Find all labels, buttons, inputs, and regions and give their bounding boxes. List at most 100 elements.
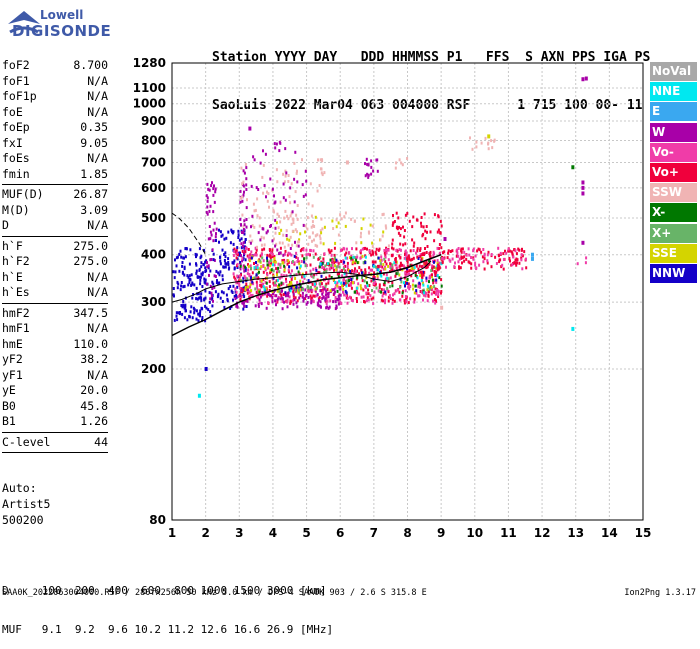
echo-point bbox=[438, 243, 441, 246]
echo-point bbox=[272, 263, 274, 267]
echo-point bbox=[275, 303, 277, 307]
echo-point bbox=[238, 253, 241, 257]
echo-point bbox=[399, 298, 402, 302]
echo-point bbox=[275, 142, 278, 146]
echo-point bbox=[212, 258, 215, 262]
echo-point bbox=[391, 223, 394, 227]
echo-point bbox=[344, 264, 347, 268]
echo-point bbox=[235, 290, 238, 294]
echo-point bbox=[521, 247, 523, 251]
echo-point bbox=[505, 251, 508, 255]
echo-point bbox=[286, 305, 289, 309]
echo-point bbox=[440, 262, 443, 266]
echo-point bbox=[271, 290, 274, 293]
echo-point bbox=[458, 265, 460, 269]
echo-point bbox=[204, 304, 207, 308]
echo-point bbox=[218, 240, 220, 244]
echo-point bbox=[581, 240, 585, 245]
echo-point bbox=[342, 290, 344, 294]
echo-point bbox=[191, 296, 194, 300]
echo-point bbox=[188, 314, 191, 318]
echo-point bbox=[437, 293, 440, 296]
echo-point bbox=[498, 260, 501, 264]
echo-point bbox=[272, 276, 275, 280]
echo-point bbox=[230, 289, 233, 293]
echo-point bbox=[530, 252, 534, 257]
echo-point bbox=[275, 221, 278, 225]
echo-point bbox=[371, 245, 374, 248]
echo-point bbox=[397, 231, 400, 235]
echo-point bbox=[406, 260, 409, 264]
echo-point bbox=[269, 268, 272, 272]
echo-point bbox=[431, 273, 433, 277]
echo-point bbox=[311, 239, 313, 243]
echo-point bbox=[314, 282, 316, 286]
echo-point bbox=[310, 299, 313, 303]
echo-point bbox=[403, 256, 406, 260]
echo-point bbox=[346, 265, 349, 268]
echo-point bbox=[308, 235, 311, 239]
echo-point bbox=[502, 258, 505, 261]
echo-point bbox=[208, 273, 210, 277]
echo-point bbox=[289, 282, 292, 286]
echo-point bbox=[271, 253, 274, 256]
echo-point bbox=[385, 251, 388, 255]
echo-point bbox=[417, 285, 420, 289]
echo-point bbox=[309, 294, 312, 298]
echo-point bbox=[378, 290, 381, 294]
echo-point bbox=[188, 262, 191, 266]
echo-point bbox=[381, 213, 384, 217]
echo-point bbox=[325, 276, 328, 280]
echo-point bbox=[269, 259, 272, 263]
echo-point bbox=[434, 301, 437, 305]
echo-point bbox=[239, 261, 242, 264]
echo-point bbox=[326, 288, 329, 292]
echo-point bbox=[174, 258, 176, 262]
echo-point bbox=[200, 298, 203, 302]
echo-point bbox=[437, 263, 440, 267]
echo-point bbox=[282, 172, 285, 176]
echo-point bbox=[338, 300, 341, 304]
echo-point bbox=[302, 248, 305, 252]
echo-point bbox=[339, 293, 342, 297]
echo-point bbox=[232, 298, 234, 302]
echo-point bbox=[364, 261, 367, 265]
echo-point bbox=[239, 264, 242, 268]
echo-point bbox=[276, 269, 279, 273]
echo-point bbox=[322, 290, 325, 294]
echo-point bbox=[478, 263, 481, 267]
echo-point bbox=[327, 291, 330, 295]
echo-point bbox=[305, 248, 308, 252]
echo-point bbox=[378, 283, 381, 287]
echo-point bbox=[459, 266, 462, 270]
echo-point bbox=[385, 226, 388, 230]
echo-point bbox=[218, 228, 220, 232]
legend-item: SSW bbox=[650, 183, 697, 203]
echo-point bbox=[434, 287, 437, 291]
echo-point bbox=[275, 294, 278, 298]
echo-point bbox=[262, 278, 265, 282]
echo-point bbox=[235, 249, 238, 253]
echo-point bbox=[323, 225, 326, 229]
echo-point bbox=[339, 287, 342, 291]
echo-point bbox=[220, 290, 223, 294]
echo-point bbox=[421, 253, 424, 256]
echo-point bbox=[254, 265, 257, 269]
echo-point bbox=[412, 279, 415, 283]
echo-point bbox=[278, 283, 281, 287]
echo-point bbox=[207, 266, 210, 270]
echo-point bbox=[355, 269, 357, 273]
echo-point bbox=[310, 274, 313, 278]
echo-point bbox=[242, 231, 245, 235]
echo-point bbox=[251, 224, 254, 228]
echo-point bbox=[362, 295, 365, 299]
y-tick-label: 400 bbox=[141, 248, 166, 262]
echo-point bbox=[180, 281, 183, 284]
echo-point bbox=[297, 257, 299, 261]
echo-point bbox=[219, 296, 222, 300]
echo-point bbox=[314, 243, 317, 247]
echo-point bbox=[241, 288, 244, 292]
echo-point bbox=[472, 247, 475, 251]
echo-point bbox=[262, 282, 265, 286]
echo-point bbox=[241, 259, 244, 263]
